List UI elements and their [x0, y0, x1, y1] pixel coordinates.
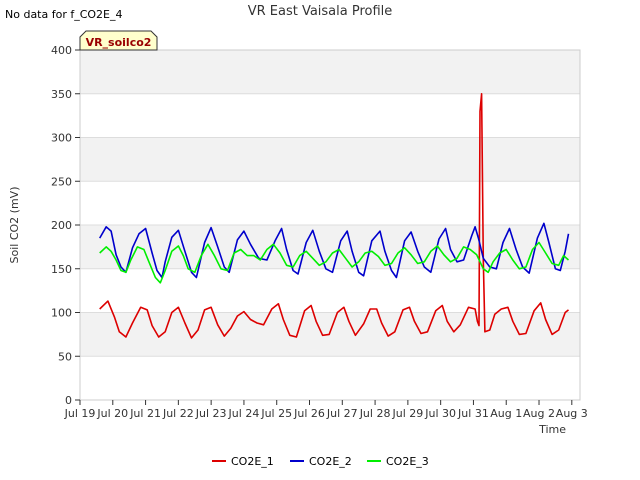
- x-tick-label: Jul 24: [228, 407, 260, 420]
- x-tick-label: Jul 25: [260, 407, 292, 420]
- y-tick-label: 300: [51, 132, 72, 145]
- x-tick-label: Jul 23: [195, 407, 227, 420]
- legend-label: CO2E_3: [386, 455, 429, 468]
- x-tick-label: Jul 26: [293, 407, 325, 420]
- y-tick-label: 150: [51, 263, 72, 276]
- series-line-co2e-2: [99, 222, 570, 279]
- series-line-co2e-1: [99, 93, 569, 339]
- x-tick-label: Jul 27: [326, 407, 358, 420]
- x-tick-label: Jul 22: [162, 407, 194, 420]
- no-data-note: No data for f_CO2E_4: [5, 8, 123, 21]
- site-badge-shape: [79, 30, 158, 51]
- series-line-co2e-3: [99, 241, 570, 284]
- y-tick-label: 350: [51, 88, 72, 101]
- site-badge: VR_soilco2: [79, 30, 158, 51]
- x-tick-label: Jul 30: [424, 407, 456, 420]
- chart-title: VR East Vaisala Profile: [248, 4, 393, 19]
- plot-band: [80, 225, 580, 269]
- x-tick-label: Aug 1: [490, 407, 522, 420]
- site-badge-label: VR_soilco2: [86, 36, 152, 49]
- y-tick-label: 200: [51, 219, 72, 232]
- x-tick-label: Jul 29: [391, 407, 423, 420]
- y-axis-label: Soil CO2 (mV): [8, 187, 21, 264]
- plot-band: [80, 137, 580, 182]
- x-tick-label: Jul 28: [359, 407, 391, 420]
- y-tick-label: 50: [58, 350, 72, 363]
- x-tick-label: Jul 31: [457, 407, 489, 420]
- y-tick-label: 250: [51, 175, 72, 188]
- x-tick-label: Jul 21: [129, 407, 161, 420]
- y-tick-label: 400: [51, 44, 72, 57]
- y-tick-label: 0: [65, 394, 72, 407]
- legend: CO2E_1 CO2E_2 CO2E_3: [212, 455, 429, 468]
- y-tick-label: 100: [51, 307, 72, 320]
- legend-label: CO2E_1: [231, 455, 274, 468]
- x-axis-label: Time: [538, 423, 566, 436]
- x-tick-label: Aug 2: [523, 407, 555, 420]
- x-tick-label: Jul 20: [96, 407, 128, 420]
- plot-band: [80, 50, 580, 94]
- legend-label: CO2E_2: [309, 455, 352, 468]
- x-tick-label: Jul 19: [64, 407, 96, 420]
- x-tick-label: Aug 3: [556, 407, 588, 420]
